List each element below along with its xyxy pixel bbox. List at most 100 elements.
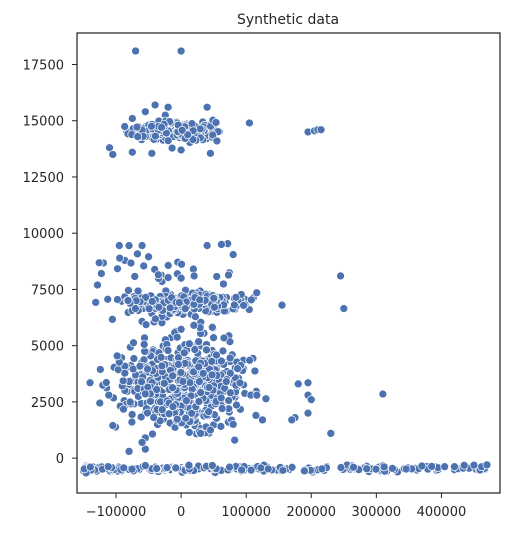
scatter-point	[212, 350, 221, 360]
scatter-point	[176, 273, 186, 283]
scatter-point	[93, 280, 102, 290]
scatter-point	[137, 438, 147, 447]
scatter-point	[95, 365, 105, 374]
scatter-point	[209, 293, 219, 303]
scatter-point	[140, 389, 150, 399]
scatter-point	[212, 136, 222, 146]
scatter-point	[239, 301, 248, 310]
scatter-point	[182, 396, 191, 406]
scatter-point	[131, 304, 140, 313]
scatter-point	[108, 314, 117, 324]
scatter-point	[440, 462, 450, 472]
scatter-point	[126, 258, 136, 268]
scatter-point	[252, 288, 262, 298]
scatter-point	[217, 240, 226, 249]
scatter-point	[125, 397, 135, 407]
scatter-point	[118, 376, 128, 386]
scatter-point	[187, 408, 197, 418]
scatter-point	[130, 272, 140, 281]
scatter-point	[124, 241, 134, 250]
scatter-point	[212, 272, 222, 281]
scatter-point	[417, 461, 427, 471]
scatter-point	[231, 292, 241, 302]
scatter-point	[277, 300, 287, 310]
y-tick-label: 7500	[31, 283, 64, 298]
scatter-point	[174, 298, 184, 307]
scatter-point	[202, 102, 212, 112]
scatter-point	[209, 333, 218, 343]
scatter-point	[124, 447, 134, 456]
x-tick-label: 200000	[286, 505, 336, 520]
scatter-point	[157, 122, 166, 132]
scatter-point	[119, 404, 128, 414]
scatter-point	[150, 100, 160, 110]
scatter-point	[154, 270, 163, 280]
scatter-point	[108, 421, 118, 430]
scatter-point	[178, 377, 188, 386]
scatter-point	[103, 462, 113, 472]
scatter-point	[152, 385, 162, 394]
scatter-point	[263, 464, 273, 474]
scatter-point	[139, 340, 149, 349]
scatter-point	[140, 107, 150, 117]
y-tick-label: 17500	[23, 58, 64, 73]
scatter-point	[219, 333, 229, 343]
scatter-point	[316, 125, 326, 135]
scatter-point	[163, 273, 173, 282]
scatter-point	[119, 463, 129, 473]
scatter-point	[362, 464, 372, 474]
scatter-point	[151, 314, 160, 324]
scatter-point	[144, 304, 154, 314]
scatter-point	[159, 378, 169, 388]
scatter-point	[167, 143, 177, 153]
scatter-point	[127, 410, 137, 419]
scatter-point	[258, 415, 267, 425]
scatter-point	[189, 271, 199, 281]
scatter-point	[379, 462, 389, 472]
scatter-point	[164, 409, 174, 419]
scatter-point	[224, 396, 233, 405]
scatter-point	[195, 377, 204, 386]
scatter-point	[208, 130, 218, 140]
scatter-point	[250, 366, 260, 376]
x-tick-label: 300000	[352, 505, 402, 520]
scatter-point	[306, 395, 316, 404]
x-tick-label: 400000	[417, 505, 467, 520]
scatter-point	[211, 118, 221, 127]
scatter-point	[157, 361, 167, 371]
scatter-point	[208, 461, 217, 470]
scatter-point	[165, 303, 175, 313]
scatter-point	[245, 355, 254, 365]
scatter-point	[217, 356, 226, 366]
scatter-point	[225, 353, 235, 363]
scatter-point	[127, 417, 137, 427]
scatter-point	[247, 295, 256, 305]
scatter-point	[459, 460, 469, 470]
scatter-point	[251, 411, 261, 420]
scatter-point	[135, 361, 145, 371]
scatter-point	[210, 302, 219, 312]
scatter-point	[245, 118, 254, 128]
scatter-point	[176, 368, 186, 377]
scatter-point	[133, 286, 143, 296]
scatter-point	[157, 405, 167, 414]
scatter-point	[303, 408, 313, 418]
scatter-point	[388, 464, 397, 473]
scatter-point	[120, 122, 130, 131]
scatter-point	[235, 378, 245, 388]
scatter-point	[196, 429, 205, 438]
scatter-point	[219, 279, 228, 289]
scatter-point	[94, 258, 104, 268]
scatter-point	[336, 271, 345, 281]
scatter-point	[154, 302, 164, 312]
y-tick-label: 10000	[23, 227, 64, 242]
scatter-point	[336, 463, 346, 472]
scatter-point	[162, 463, 172, 472]
scatter-point	[300, 466, 309, 476]
scatter-point	[131, 46, 140, 56]
scatter-point	[232, 400, 241, 410]
scatter-point	[246, 465, 256, 475]
scatter-point	[139, 261, 149, 271]
scatter-point	[185, 378, 195, 388]
scatter-point	[86, 462, 95, 472]
